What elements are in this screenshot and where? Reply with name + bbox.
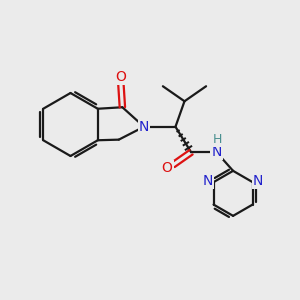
- Text: N: N: [212, 145, 222, 159]
- Text: N: N: [253, 174, 263, 188]
- Text: O: O: [116, 70, 126, 84]
- Text: O: O: [162, 161, 172, 176]
- Text: N: N: [203, 174, 213, 188]
- Text: H: H: [212, 133, 222, 146]
- Text: N: N: [139, 120, 149, 134]
